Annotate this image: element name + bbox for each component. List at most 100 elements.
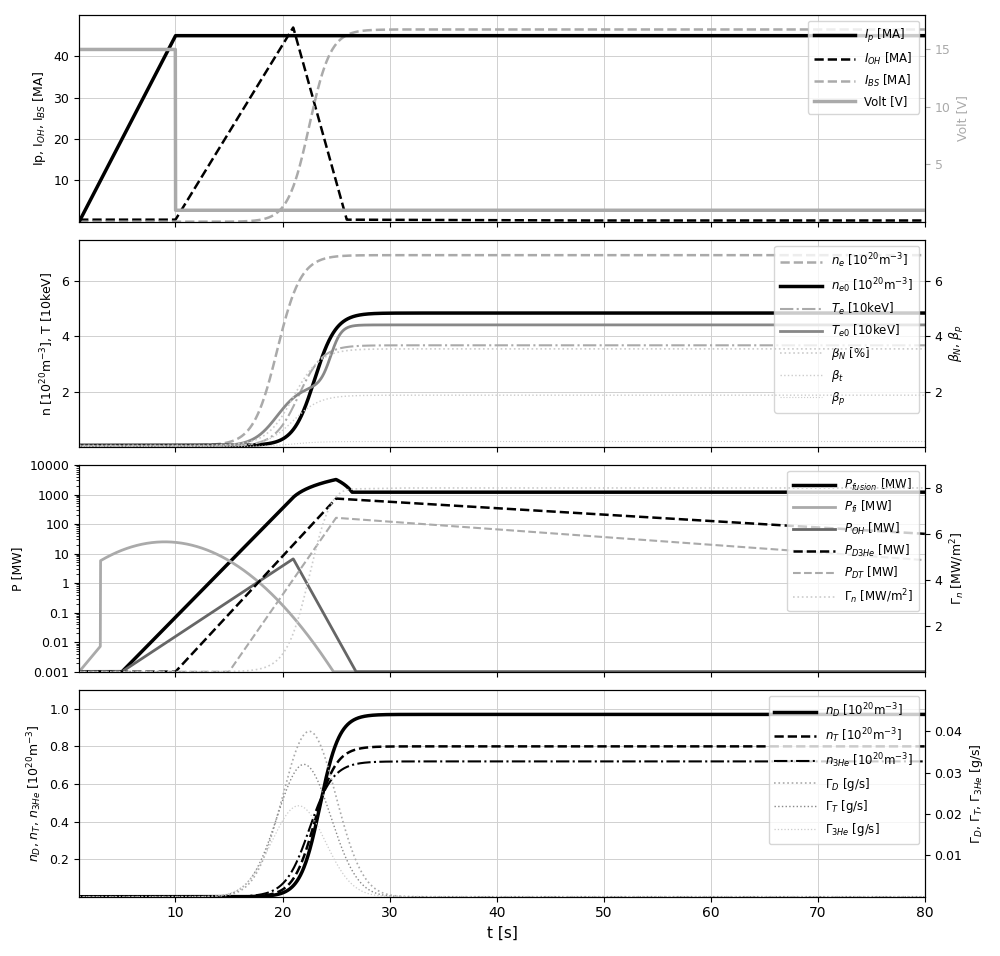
$T_{e0}$ [10keV] — [695, 319, 707, 331]
Y-axis label: $\beta_N$, $\beta_p$: $\beta_N$, $\beta_p$ — [948, 324, 966, 362]
$\beta_t$ — [434, 389, 446, 401]
$\Gamma_D$ [g/s] — [919, 891, 931, 902]
$I_p$ [MA] — [398, 30, 410, 41]
Legend: $I_p$ [MA], $I_{OH}$ [MA], $I_{BS}$ [MA], Volt [V]: $I_p$ [MA], $I_{OH}$ [MA], $I_{BS}$ [MA]… — [808, 21, 919, 114]
$\Gamma_T$ [g/s] — [434, 891, 446, 902]
$P_{OH}$ [MW] — [220, 598, 232, 609]
Line: $\beta_p$: $\beta_p$ — [79, 442, 925, 446]
Y-axis label: $\Gamma_D$, $\Gamma_T$, $\Gamma_{3He}$ [g/s]: $\Gamma_D$, $\Gamma_T$, $\Gamma_{3He}$ [… — [968, 743, 985, 844]
$\Gamma_{3He}$ [g/s] — [902, 891, 914, 902]
$\beta_p$ — [170, 441, 182, 452]
$T_e$ [10keV] — [434, 339, 446, 351]
$\beta_N$ [%] — [902, 343, 914, 355]
$\beta_N$ [%] — [220, 439, 232, 450]
Y-axis label: n [10$^{20}$m$^{-3}$], T [10keV]: n [10$^{20}$m$^{-3}$], T [10keV] — [38, 272, 56, 416]
$P_{D3He}$ [MW] — [811, 522, 823, 533]
$\Gamma_n$ [MW/m$^2$] — [220, 665, 232, 677]
$P_{D3He}$ [MW] — [330, 493, 342, 505]
$I_{OH}$ [MA] — [812, 215, 824, 227]
$T_e$ [10keV] — [220, 440, 232, 451]
$n_D$ [10$^{20}$m$^{-3}$] — [672, 708, 684, 720]
$T_e$ [10keV] — [170, 440, 182, 451]
$n_T$ [10$^{20}$m$^{-3}$] — [73, 891, 85, 902]
$n_D$ [10$^{20}$m$^{-3}$] — [397, 708, 409, 720]
$T_{e0}$ [10keV] — [397, 319, 409, 331]
Line: Volt [V]: Volt [V] — [79, 50, 925, 210]
$T_{e0}$ [10keV] — [170, 441, 182, 452]
$P_{OH}$ [MW] — [73, 666, 85, 678]
$I_{OH}$ [MA] — [555, 215, 567, 227]
$\Gamma_{3He}$ [g/s] — [811, 891, 823, 902]
$\beta_N$ [%] — [73, 440, 85, 451]
$\beta_p$ — [779, 436, 791, 447]
Y-axis label: $n_D$, $n_T$, $n_{3He}$ [10$^{20}$m$^{-3}$]: $n_D$, $n_T$, $n_{3He}$ [10$^{20}$m$^{-3… — [25, 725, 44, 862]
$P_{fi}$ [MW] — [811, 666, 823, 678]
Y-axis label: P [MW]: P [MW] — [11, 546, 24, 591]
$T_{e0}$ [10keV] — [220, 440, 232, 451]
$P_{D3He}$ [MW] — [398, 497, 410, 509]
$n_T$ [10$^{20}$m$^{-3}$] — [434, 741, 446, 752]
$I_p$ [MA] — [811, 30, 823, 41]
$P_{fi}$ [MW] — [159, 536, 171, 548]
$n_T$ [10$^{20}$m$^{-3}$] — [919, 741, 931, 752]
$n_T$ [10$^{20}$m$^{-3}$] — [220, 891, 232, 902]
$I_{BS}$ [MA] — [811, 24, 823, 35]
$\beta_N$ [%] — [170, 440, 182, 451]
$\Gamma_T$ [g/s] — [902, 891, 914, 902]
$\beta_N$ [%] — [811, 343, 823, 355]
$\Gamma_D$ [g/s] — [170, 891, 182, 902]
$P_{D3He}$ [MW] — [919, 528, 931, 539]
$P_{DT}$ [MW] — [398, 517, 410, 529]
$\beta_p$ — [73, 441, 85, 452]
Volt [V] — [398, 205, 410, 216]
$n_{e0}$ [10$^{20}$m$^{-3}$] — [220, 440, 232, 451]
$T_{e0}$ [10keV] — [919, 319, 931, 331]
Line: $n_T$ [10$^{20}$m$^{-3}$]: $n_T$ [10$^{20}$m$^{-3}$] — [79, 747, 925, 897]
$\Gamma_n$ [MW/m$^2$] — [919, 482, 931, 493]
$P_{OH}$ [MW] — [170, 631, 182, 642]
$\Gamma_n$ [MW/m$^2$] — [811, 482, 823, 493]
Volt [V] — [434, 205, 446, 216]
$P_{DT}$ [MW] — [73, 666, 85, 678]
$\beta_p$ — [811, 436, 823, 447]
Line: $P_{fi}$ [MW]: $P_{fi}$ [MW] — [79, 542, 925, 672]
$n_e$ [10$^{20}$m$^{-3}$] — [708, 250, 720, 261]
$T_{e0}$ [10keV] — [811, 319, 823, 331]
Line: $\Gamma_n$ [MW/m$^2$]: $\Gamma_n$ [MW/m$^2$] — [79, 488, 925, 672]
$n_{3He}$ [10$^{20}$m$^{-3}$] — [170, 891, 182, 902]
$n_D$ [10$^{20}$m$^{-3}$] — [434, 708, 446, 720]
$n_T$ [10$^{20}$m$^{-3}$] — [902, 741, 914, 752]
$I_p$ [MA] — [919, 30, 931, 41]
$P_{OH}$ [MW] — [919, 666, 931, 678]
X-axis label: t [s]: t [s] — [487, 926, 517, 941]
$I_{OH}$ [MA] — [73, 214, 85, 226]
$P_{D3He}$ [MW] — [434, 499, 446, 511]
Volt [V] — [919, 205, 931, 216]
$n_{3He}$ [10$^{20}$m$^{-3}$] — [740, 755, 752, 767]
$P_{fusion}$ [MW] — [170, 612, 182, 623]
Volt [V] — [811, 205, 823, 216]
$\Gamma_T$ [g/s] — [220, 889, 232, 901]
$\Gamma_D$ [g/s] — [73, 891, 85, 902]
$\Gamma_{3He}$ [g/s] — [293, 800, 305, 812]
$P_{fusion}$ [MW] — [902, 487, 914, 498]
$P_{fi}$ [MW] — [919, 666, 931, 678]
$n_e$ [10$^{20}$m$^{-3}$] — [170, 440, 182, 451]
$\Gamma_{3He}$ [g/s] — [73, 891, 85, 902]
Line: $P_{fusion}$ [MW]: $P_{fusion}$ [MW] — [79, 480, 925, 672]
$P_{DT}$ [MW] — [919, 554, 931, 566]
$I_p$ [MA] — [73, 216, 85, 228]
$P_{fusion}$ [MW] — [811, 487, 823, 498]
Legend: $n_e$ [10$^{20}$m$^{-3}$], $n_{e0}$ [10$^{20}$m$^{-3}$], $T_e$ [10keV], $T_{e0}$: $n_e$ [10$^{20}$m$^{-3}$], $n_{e0}$ [10$… — [774, 246, 919, 413]
$\Gamma_T$ [g/s] — [298, 759, 310, 771]
$n_e$ [10$^{20}$m$^{-3}$] — [434, 250, 446, 261]
$n_{e0}$ [10$^{20}$m$^{-3}$] — [902, 307, 914, 318]
Volt [V] — [220, 205, 232, 216]
Line: $P_{DT}$ [MW]: $P_{DT}$ [MW] — [79, 518, 925, 672]
$\beta_t$ — [220, 440, 232, 451]
$n_{e0}$ [10$^{20}$m$^{-3}$] — [919, 307, 931, 318]
Volt [V] — [170, 205, 182, 216]
$n_D$ [10$^{20}$m$^{-3}$] — [902, 708, 914, 720]
$\beta_t$ — [902, 389, 914, 401]
$P_{DT}$ [MW] — [434, 519, 446, 531]
